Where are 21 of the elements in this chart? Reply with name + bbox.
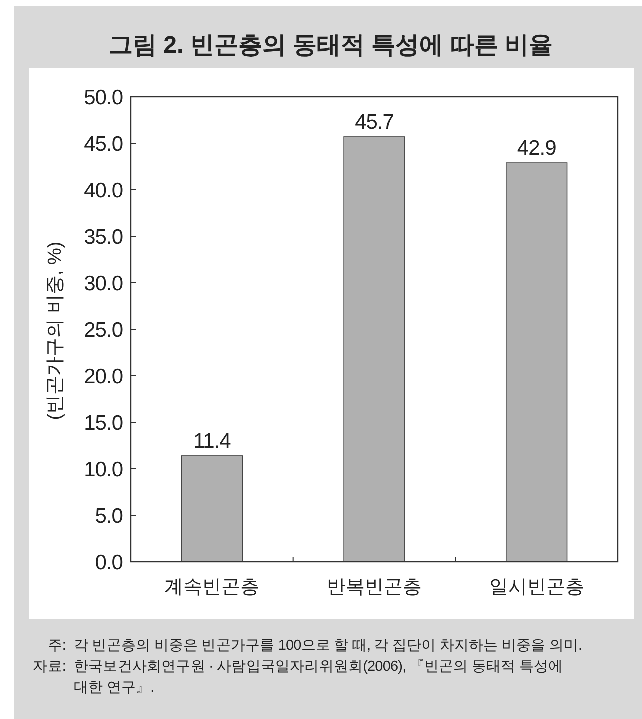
y-tick-label: 25.0: [84, 319, 123, 342]
text: 주: 각 빈곤층의 비중은 빈곤가구를 100으로 할 때, 각 집단이 차지하는 비중을 의미.: [48, 638, 582, 654]
chart-title: 그림 2. 빈곤층의 동태적 특성에 따른 비율: [108, 32, 554, 59]
x-tick-label: 일시빈곤층: [489, 577, 584, 598]
y-tick-label: 0.0: [95, 552, 123, 575]
data-label: 42.9: [517, 137, 556, 160]
y-tick-label: 10.0: [84, 458, 123, 482]
data-label: 45.7: [355, 110, 394, 134]
y-tick-label: 20.0: [84, 366, 123, 389]
y-tick-label: 5.0: [95, 505, 123, 528]
y-tick-label: 30.0: [84, 272, 123, 296]
y-tick-label: 40.0: [84, 180, 123, 203]
y-tick-label: 15.0: [84, 412, 123, 436]
y-tick-label: 50.0: [84, 86, 123, 110]
x-tick-label: 반복빈곤층: [327, 577, 422, 598]
text: 자료: 한국보건사회연구원 · 사람입국일자리위원회(2006), 『빈곤의 동태적 특성에 대한 연구』.: [33, 658, 564, 696]
x-tick-label: 계속빈곤층: [164, 577, 260, 598]
y-tick-label: 45.0: [84, 133, 123, 156]
data-label: 11.4: [194, 430, 232, 453]
y-tick-label: 35.0: [84, 226, 123, 250]
y-axis-title: (빈곤가구의 비중, %): [45, 242, 66, 420]
